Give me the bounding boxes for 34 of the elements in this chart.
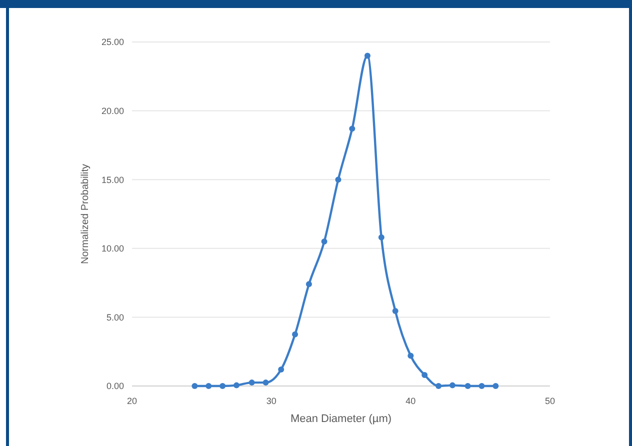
point: [408, 352, 414, 359]
point: [364, 52, 370, 59]
x-tick-label: 20: [126, 396, 138, 406]
point: [220, 383, 226, 389]
y-tick-label: 15.00: [101, 174, 124, 185]
point: [335, 176, 342, 183]
point: [248, 380, 255, 386]
y-tick-label: 10.00: [101, 244, 124, 254]
y-tick-label: 25.00: [101, 37, 124, 48]
point: [392, 308, 398, 314]
point: [349, 126, 356, 132]
y-tick-label: 20.00: [101, 106, 124, 116]
y-axis-title: Normalized Probability: [80, 164, 91, 264]
point: [478, 383, 485, 389]
point: [321, 238, 328, 245]
point: [378, 234, 384, 240]
point: [449, 382, 456, 388]
x-axis-title: Mean Diameter (µm): [290, 413, 392, 425]
y-tick-label: 5.00: [106, 312, 124, 322]
y-tick-label: 0.00: [106, 381, 124, 392]
point: [292, 331, 298, 338]
point: [262, 380, 269, 386]
point: [464, 383, 471, 389]
point: [278, 366, 284, 372]
point: [422, 372, 428, 378]
x-tick-label: 50: [544, 396, 556, 406]
x-tick-label: 30: [266, 396, 276, 406]
x-tick-label: 40: [406, 396, 416, 406]
point: [192, 383, 198, 389]
point: [436, 383, 442, 389]
point: [492, 383, 499, 389]
point: [234, 382, 240, 388]
point: [206, 383, 212, 389]
point: [306, 281, 312, 288]
